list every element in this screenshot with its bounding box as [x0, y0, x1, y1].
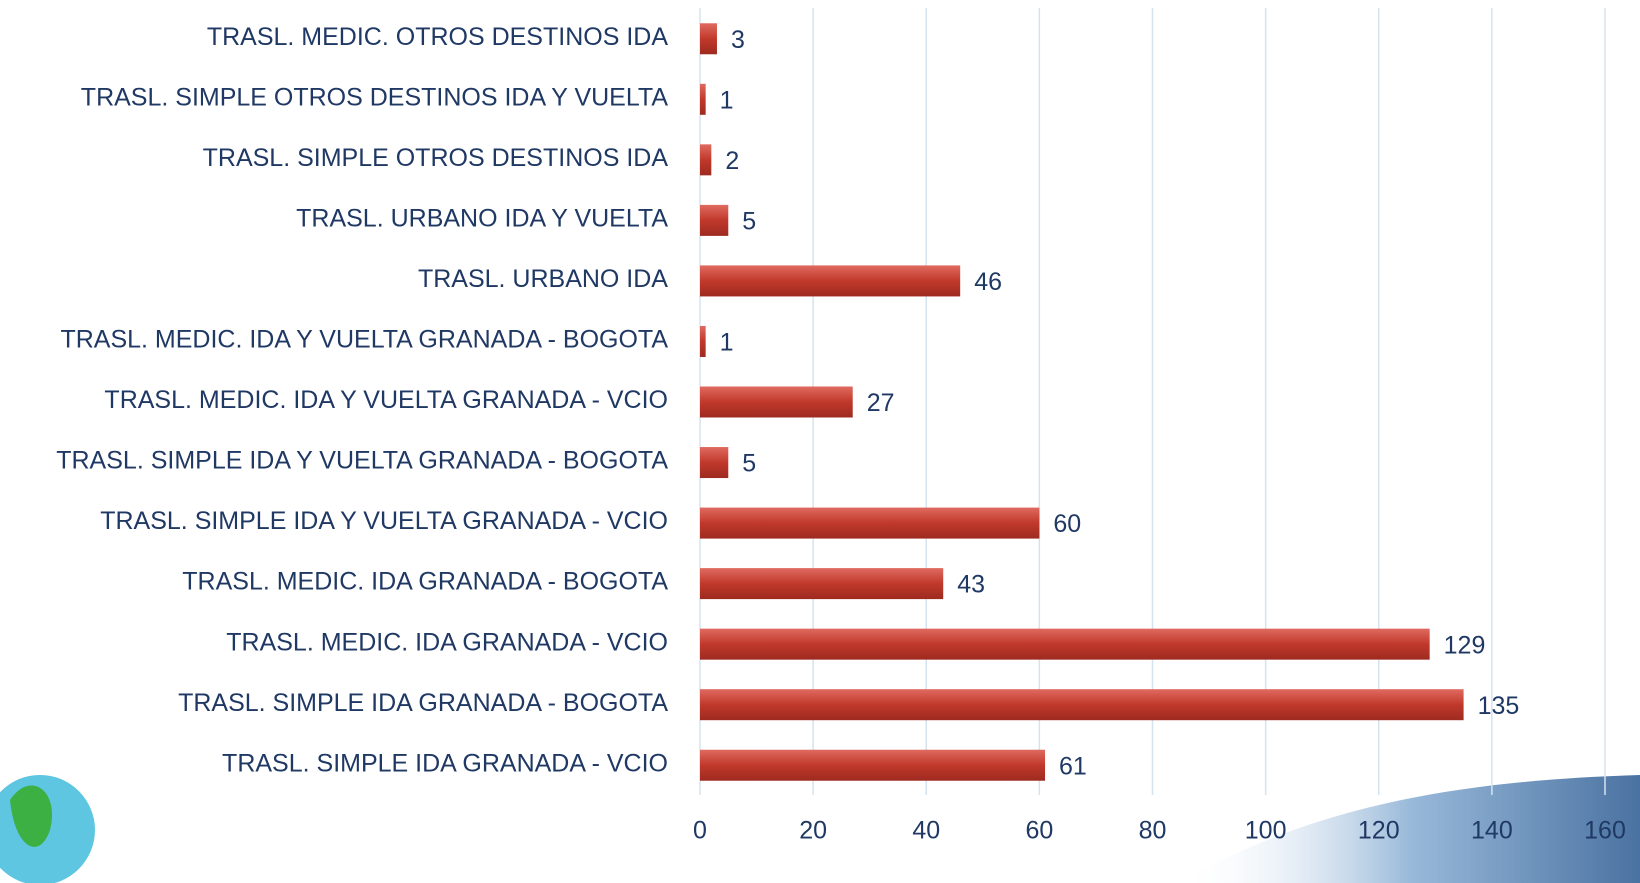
- y-tick-label: TRASL. SIMPLE IDA GRANADA - VCIO: [222, 749, 668, 777]
- bar: [700, 508, 1039, 539]
- page: {"chart_data": {"type": "bar", "orientat…: [0, 0, 1640, 883]
- x-tick-label: 160: [1584, 817, 1626, 845]
- y-tick-label: TRASL. URBANO IDA Y VUELTA: [296, 204, 668, 232]
- y-tick-label: TRASL. MEDIC. IDA Y VUELTA GRANADA - VCI…: [104, 386, 668, 414]
- bar: [700, 23, 717, 54]
- value-label: 60: [1053, 510, 1081, 538]
- value-label: 3: [731, 26, 745, 54]
- x-tick-label: 80: [1139, 817, 1167, 845]
- bar: [700, 144, 711, 175]
- bar: [700, 689, 1464, 720]
- bar: [700, 750, 1045, 781]
- value-label: 1: [720, 329, 734, 357]
- bar: [700, 568, 943, 599]
- value-label: 129: [1444, 631, 1486, 659]
- y-tick-label: TRASL. URBANO IDA: [418, 265, 668, 293]
- bar: [700, 387, 853, 418]
- value-label: 43: [957, 571, 985, 599]
- bar: [700, 84, 706, 115]
- bar: [700, 265, 960, 296]
- x-tick-label: 20: [799, 817, 827, 845]
- x-tick-label: 60: [1025, 817, 1053, 845]
- chart: 020406080100120140160TRASL. MEDIC. OTROS…: [0, 0, 1640, 883]
- value-label: 135: [1478, 692, 1520, 720]
- x-tick-label: 120: [1358, 817, 1400, 845]
- y-tick-label: TRASL. MEDIC. OTROS DESTINOS IDA: [207, 23, 668, 51]
- bar: [700, 326, 706, 357]
- y-tick-label: TRASL. MEDIC. IDA GRANADA - VCIO: [226, 628, 668, 656]
- x-tick-label: 40: [912, 817, 940, 845]
- value-label: 1: [720, 86, 734, 114]
- y-tick-label: TRASL. SIMPLE OTROS DESTINOS IDA: [203, 144, 669, 172]
- value-label: 2: [725, 147, 739, 175]
- bar: [700, 629, 1430, 660]
- x-tick-label: 100: [1245, 817, 1287, 845]
- y-tick-label: TRASL. SIMPLE IDA Y VUELTA GRANADA - VCI…: [100, 507, 668, 535]
- x-tick-label: 0: [693, 817, 707, 845]
- value-label: 5: [742, 207, 756, 235]
- y-tick-label: TRASL. SIMPLE IDA GRANADA - BOGOTA: [178, 689, 668, 717]
- value-label: 27: [867, 389, 895, 417]
- y-tick-label: TRASL. MEDIC. IDA Y VUELTA GRANADA - BOG…: [60, 326, 668, 354]
- x-tick-label: 140: [1471, 817, 1513, 845]
- y-tick-label: TRASL. SIMPLE IDA Y VUELTA GRANADA - BOG…: [56, 447, 668, 475]
- bar: [700, 205, 728, 236]
- bar: [700, 447, 728, 478]
- y-tick-label: TRASL. MEDIC. IDA GRANADA - BOGOTA: [182, 568, 668, 596]
- value-label: 61: [1059, 752, 1087, 780]
- value-label: 46: [974, 268, 1002, 296]
- value-label: 5: [742, 450, 756, 478]
- y-tick-label: TRASL. SIMPLE OTROS DESTINOS IDA Y VUELT…: [81, 83, 669, 111]
